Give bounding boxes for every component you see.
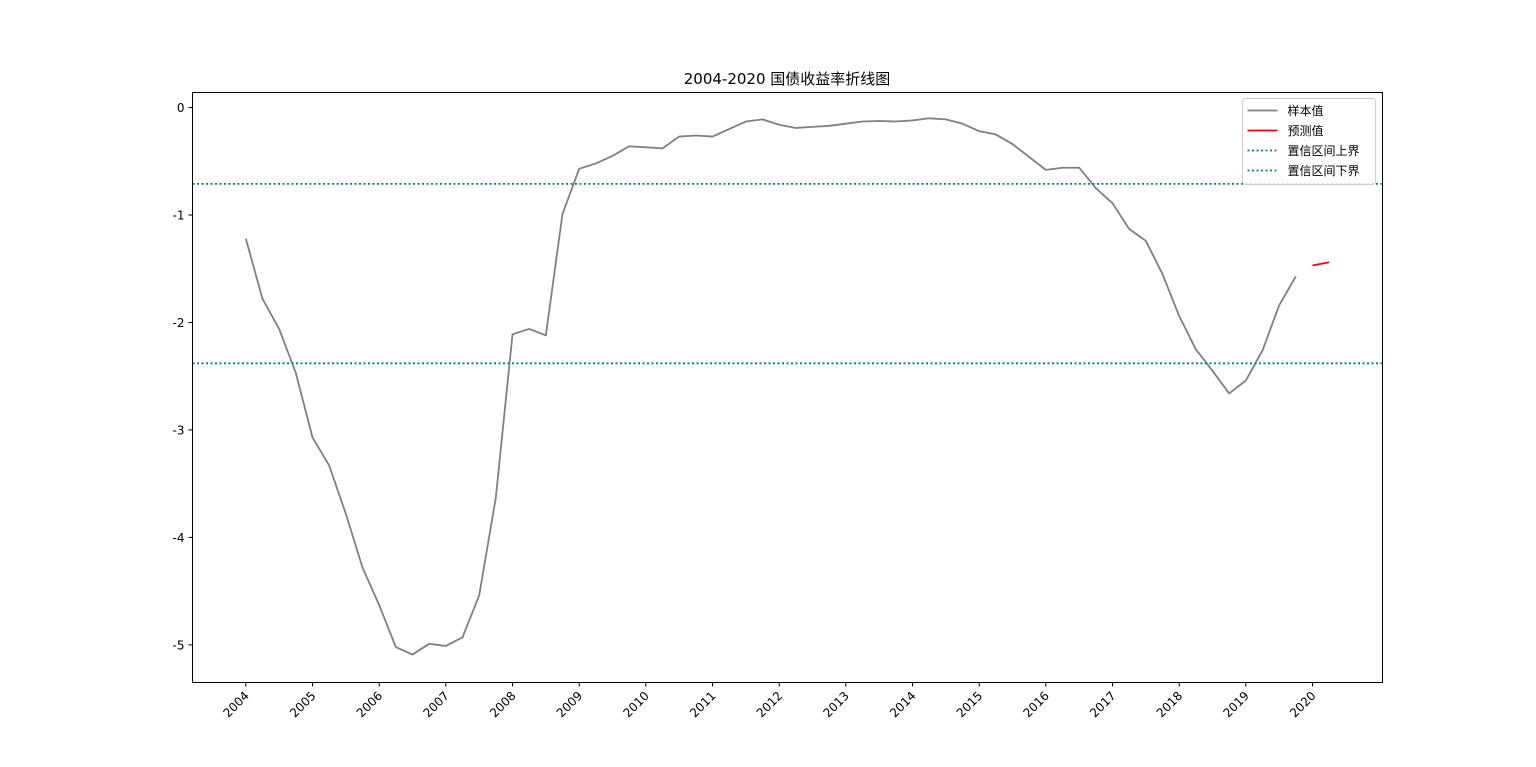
y-tick-label: -3 — [173, 423, 185, 437]
y-tick-label: -2 — [173, 316, 185, 330]
y-axis: 0 -1 -2 -3 -4 -5 — [173, 101, 193, 652]
legend-label: 置信区间下界 — [1288, 164, 1360, 178]
legend-label: 置信区间上界 — [1288, 144, 1360, 158]
y-tick-label: -5 — [173, 638, 185, 652]
legend-box — [1242, 98, 1376, 185]
chart-title: 2004-2020 国债收益率折线图 — [684, 70, 891, 88]
y-tick-label: -1 — [173, 209, 185, 223]
y-tick-label: 0 — [177, 101, 185, 115]
plot-area — [192, 117, 1383, 656]
series-1-line — [244, 117, 1297, 656]
plot-frame — [192, 92, 1383, 683]
legend-label: 预测值 — [1288, 123, 1324, 138]
y-tick-label: -4 — [173, 531, 185, 545]
legend-label: 样本值 — [1288, 103, 1324, 118]
series-2-line — [1312, 261, 1330, 267]
